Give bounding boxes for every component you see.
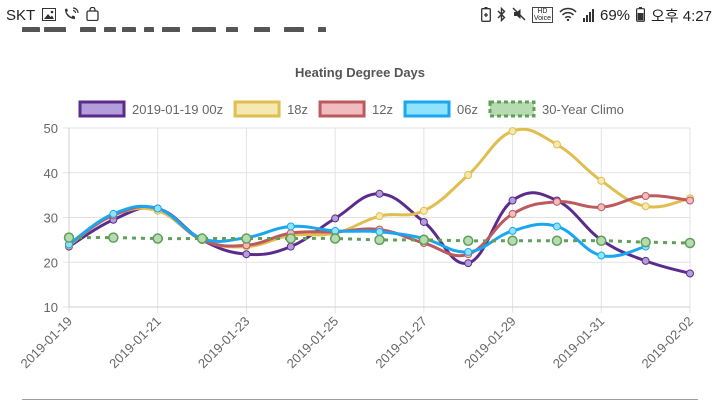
legend-label: 18z (287, 102, 308, 117)
chart-legend: 2019-01-19 00z 18z 12z 06z 30-Year Climo (78, 100, 624, 118)
data-point (508, 226, 517, 235)
data-point (419, 206, 428, 215)
data-point (597, 251, 606, 260)
y-tick-label: 40 (44, 166, 58, 181)
data-point (375, 189, 384, 198)
x-tick-label: 2019-02-02 (638, 314, 696, 372)
battery-percent: 69% (600, 6, 631, 24)
image-icon (42, 7, 57, 23)
data-point (464, 247, 473, 256)
shopping-bag-icon (86, 6, 99, 23)
truncated-page-heading (22, 20, 342, 32)
data-point (374, 234, 385, 246)
clock: 오후 4:27 (651, 7, 712, 25)
data-point (242, 250, 251, 259)
data-point (152, 233, 163, 244)
y-tick-label: 50 (44, 121, 58, 136)
chart-axes: 10 20 30 40 50 2019-01-19 2019-01-21 2019-01-23… (17, 121, 696, 371)
chart-plot-area (63, 127, 696, 278)
legend-label: 06z (457, 102, 478, 117)
x-tick-label: 2019-01-23 (195, 314, 253, 372)
data-point (597, 176, 606, 185)
data-point (597, 203, 606, 212)
data-point (552, 222, 561, 231)
data-point (686, 196, 694, 205)
operator-label: SKT (6, 6, 36, 24)
legend-swatch (233, 100, 281, 118)
legend-label: 2019-01-19 00z (132, 102, 223, 117)
x-tick-label: 2019-01-31 (550, 314, 608, 372)
hd-voice-text: Voice (533, 15, 551, 22)
legend-swatch (403, 100, 451, 118)
data-point (286, 242, 295, 251)
legend-swatch (78, 100, 126, 118)
legend-swatch (488, 100, 536, 118)
data-point (418, 234, 430, 246)
data-point (108, 232, 119, 243)
data-point (641, 256, 650, 265)
data-point (508, 127, 517, 136)
y-tick-label: 10 (44, 300, 58, 315)
hd-voice-icon: HD Voice (531, 7, 553, 23)
y-tick-label: 30 (44, 211, 58, 226)
data-point (551, 235, 563, 247)
data-point (331, 214, 340, 223)
data-point (375, 227, 384, 236)
data-point (640, 236, 651, 248)
divider (22, 399, 698, 400)
data-point (641, 202, 650, 211)
data-point (464, 259, 473, 268)
data-point (285, 233, 297, 244)
data-point (241, 233, 252, 244)
data-point (552, 197, 561, 206)
data-point (329, 233, 341, 244)
data-point (507, 235, 518, 247)
mute-icon (512, 7, 526, 23)
data-point (153, 204, 162, 213)
series-line-3 (67, 204, 648, 258)
data-point (286, 222, 295, 231)
legend-label: 12z (372, 102, 393, 117)
status-bar: SKT HD Voice 69% (0, 0, 720, 30)
chart-grid (63, 127, 691, 313)
data-point (641, 192, 650, 201)
data-point (462, 235, 474, 247)
data-point (684, 237, 696, 249)
data-point (63, 232, 75, 243)
chart-title: Heating Degree Days (295, 65, 425, 80)
data-point (419, 217, 428, 226)
battery-icon (636, 6, 646, 24)
status-right: HD Voice 69% 오후 4:27 (480, 5, 720, 26)
legend-label: 30-Year Climo (542, 102, 624, 117)
x-tick-label: 2019-01-19 (17, 314, 75, 372)
legend-swatch (318, 100, 366, 118)
status-left: SKT (0, 7, 99, 24)
x-tick-label: 2019-01-21 (106, 314, 164, 372)
x-tick-label: 2019-01-29 (461, 314, 519, 372)
hd-badge-text: HD (537, 8, 548, 15)
data-point (375, 212, 384, 221)
data-point (596, 235, 607, 247)
bluetooth-icon (497, 6, 506, 24)
series-line-4 (68, 236, 691, 245)
data-point (686, 269, 694, 278)
signal-icon (583, 8, 594, 22)
data-point (196, 233, 208, 244)
wifi-icon (559, 7, 577, 23)
data-point (552, 140, 561, 149)
data-point (508, 209, 517, 218)
x-tick-label: 2019-01-25 (284, 314, 342, 372)
data-point (464, 170, 473, 179)
data-point (109, 209, 118, 218)
y-tick-label: 20 (44, 255, 58, 270)
wifi-call-icon (63, 7, 79, 23)
x-tick-label: 2019-01-27 (372, 314, 430, 372)
data-point (508, 196, 517, 205)
battery-saver-icon (480, 6, 491, 24)
